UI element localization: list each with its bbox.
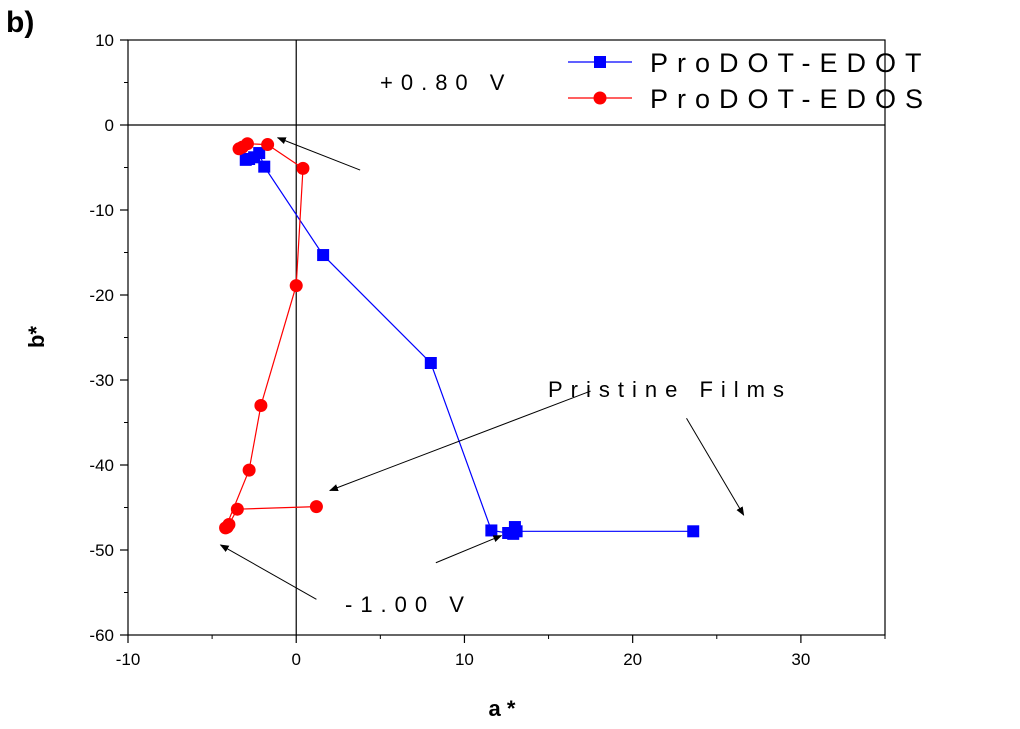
- x-tick-label: 0: [291, 650, 300, 669]
- x-axis-title: a *: [489, 696, 516, 721]
- data-point: [242, 463, 256, 477]
- y-axis-tick-labels: 10 0 -10 -20 -30 -40 -50 -60: [89, 31, 114, 645]
- annotation-1: Pristine Films: [329, 377, 792, 516]
- data-point: [289, 279, 303, 293]
- annotation-arrow: [686, 417, 745, 516]
- x-tick-label: 10: [455, 650, 474, 669]
- annotation-arrow: [276, 137, 361, 171]
- legend-label-prodot-edot: ProDOT-EDOT: [650, 48, 931, 78]
- legend-label-prodot-edos: ProDOT-EDOS: [650, 84, 932, 114]
- series-line: [224, 143, 317, 530]
- data-point: [219, 521, 233, 535]
- data-point: [309, 500, 323, 514]
- data-point: [239, 153, 252, 166]
- annotation-layer: +0.80 V Pristine Films -1.00 V: [219, 70, 792, 617]
- panel-label: b): [6, 6, 34, 39]
- annotation-arrow: [435, 535, 503, 564]
- annotation-arrow: [329, 390, 591, 491]
- data-point: [485, 524, 498, 537]
- annotation-label: -1.00 V: [345, 592, 472, 617]
- data-point: [230, 502, 244, 516]
- data-point: [296, 161, 310, 175]
- legend-marker-prodot-edot: [594, 56, 606, 68]
- data-point: [317, 249, 330, 262]
- y-tick-label: 0: [105, 116, 114, 135]
- data-point: [232, 142, 246, 156]
- y-tick-label: -60: [89, 626, 114, 645]
- x-tick-label: 20: [623, 650, 642, 669]
- legend-marker-prodot-edos: [593, 91, 607, 105]
- annotation-label: +0.80 V: [380, 70, 512, 95]
- data-point: [258, 160, 271, 173]
- x-axis-tick-labels: -10 0 10 20 30: [116, 650, 811, 669]
- y-axis-ticks: [120, 39, 128, 636]
- y-tick-label: -30: [89, 371, 114, 390]
- data-point: [254, 399, 268, 412]
- y-axis-title: b*: [24, 326, 49, 348]
- zero-lines: [128, 40, 885, 635]
- y-tick-label: -40: [89, 456, 114, 475]
- y-tick-label: -10: [89, 201, 114, 220]
- data-point: [502, 527, 515, 539]
- plot-frame: [127, 39, 886, 636]
- annotation-label: Pristine Films: [548, 377, 792, 402]
- x-axis-ticks: [127, 635, 886, 643]
- legend: ProDOT-EDOT ProDOT-EDOS: [568, 48, 932, 114]
- series-layer: [219, 137, 700, 540]
- series-line: [245, 151, 694, 536]
- series-1: [219, 137, 323, 535]
- y-tick-label: -50: [89, 541, 114, 560]
- annotation-2: -1.00 V: [219, 535, 503, 617]
- series-0: [239, 147, 700, 540]
- x-tick-label: 30: [791, 650, 810, 669]
- data-point: [261, 138, 275, 152]
- data-point: [424, 357, 437, 369]
- x-tick-label: -10: [116, 650, 141, 669]
- y-tick-label: 10: [95, 31, 114, 50]
- y-tick-label: -20: [89, 286, 114, 305]
- annotation-0: +0.80 V: [276, 70, 512, 171]
- annotation-arrow: [219, 544, 317, 600]
- data-point: [687, 525, 700, 538]
